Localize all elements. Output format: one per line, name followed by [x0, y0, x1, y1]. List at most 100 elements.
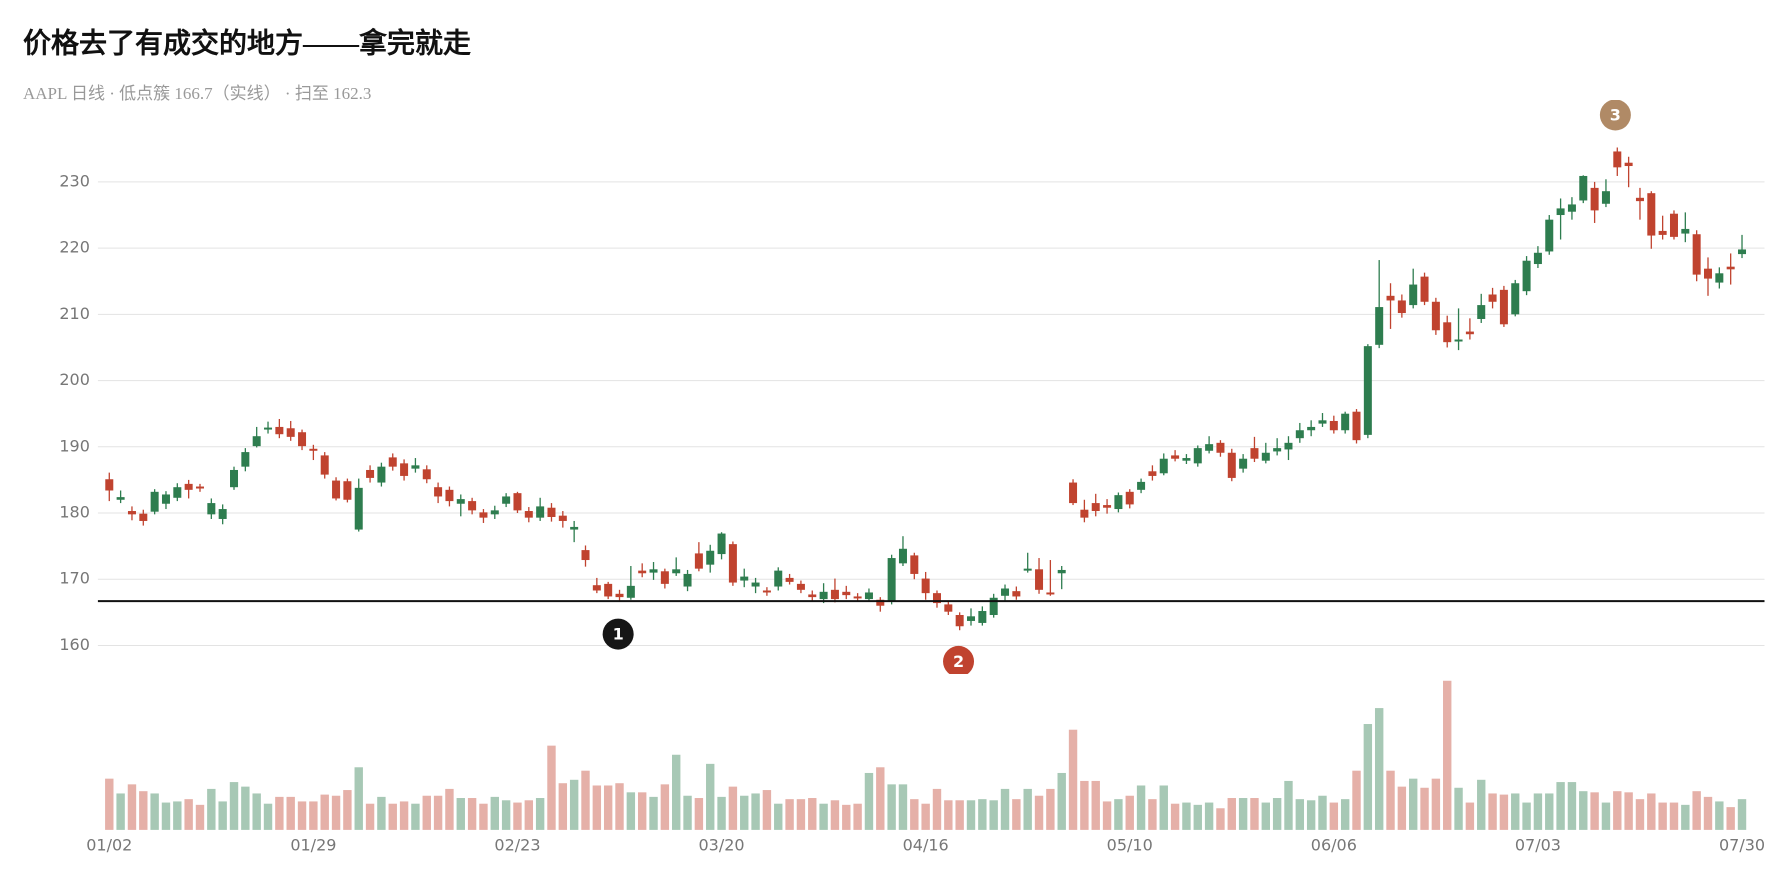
candle-body [524, 511, 533, 518]
candle-body [1205, 444, 1214, 451]
volume-bar [1454, 787, 1463, 830]
volume-bar [751, 793, 760, 830]
volume-bar [808, 798, 817, 830]
volume-bar [116, 793, 125, 830]
candle-body [264, 427, 273, 430]
volume-bar [1533, 793, 1543, 830]
candle-body [1171, 455, 1180, 459]
y-tick-label: 170 [59, 569, 90, 588]
candle-body [660, 571, 669, 584]
volume-bar [1204, 802, 1214, 830]
candle-body [944, 604, 953, 612]
volume-bar [433, 795, 443, 830]
x-tick-label: 02/23 [494, 835, 540, 854]
candle-body [1103, 505, 1112, 508]
candle-body [978, 611, 987, 623]
candle-body [842, 591, 851, 596]
volume-bar [581, 770, 590, 830]
candle-body [910, 555, 919, 574]
candle-body [207, 503, 216, 515]
candle-body [502, 496, 511, 504]
volume-bar [558, 783, 568, 830]
volume-bar [377, 796, 386, 830]
candle-body [1261, 452, 1270, 461]
volume-bar [1000, 788, 1010, 830]
candle-body [161, 494, 170, 504]
volume-bar [1613, 791, 1622, 830]
candle-body [105, 479, 114, 491]
x-tick-label: 07/03 [1515, 835, 1561, 854]
y-tick-label: 190 [59, 436, 90, 455]
candle-body [1511, 283, 1520, 315]
candle-body [218, 509, 227, 519]
volume-bar [1102, 801, 1112, 830]
volume-bar [944, 800, 953, 830]
volume-bar [1499, 794, 1509, 830]
candle-body [740, 576, 749, 581]
y-tick-label: 200 [59, 370, 90, 389]
candle-body [1624, 162, 1633, 167]
candle-body [876, 599, 885, 606]
marker-label: 1 [613, 625, 624, 644]
volume-bar [672, 754, 681, 830]
volume-bar [1397, 786, 1407, 830]
candle-body [1012, 591, 1021, 597]
volume-bar [694, 798, 704, 830]
volume-bar [864, 772, 874, 830]
candle-body [887, 558, 896, 602]
volume-bar [1465, 802, 1475, 830]
volume-bar [1420, 787, 1429, 830]
candle-body [751, 582, 760, 587]
candle-body [1182, 458, 1191, 461]
candle-body [694, 553, 703, 569]
candle-body [955, 614, 964, 627]
candle-body [1216, 442, 1225, 453]
volume-bar [740, 795, 749, 830]
volume-bar [263, 803, 273, 830]
candle-body [1250, 448, 1259, 459]
volume-bar [683, 795, 692, 830]
candle-body [127, 511, 136, 515]
candle-body [343, 481, 352, 500]
chart-subtitle: AAPL 日线 · 低点簇 166.7（实线） · 扫至 162.3 [23, 84, 371, 103]
volume-bar [1318, 795, 1327, 830]
volume-bar [1216, 808, 1225, 830]
candle-body [275, 426, 284, 435]
candle-body [479, 512, 488, 518]
candle-body [570, 526, 579, 530]
volume-bar [728, 786, 738, 830]
candle-body [377, 466, 386, 483]
volume-bar [1669, 802, 1679, 830]
volume-bar [1080, 780, 1089, 830]
volume-bar [955, 800, 964, 830]
volume-bar [1329, 802, 1339, 830]
candle-body [785, 577, 794, 582]
candle-body [706, 550, 715, 565]
candle-body [808, 594, 817, 598]
volume-bar [501, 800, 511, 830]
candle-body [932, 593, 941, 604]
candle-body [1386, 295, 1395, 301]
volume-bar [1148, 799, 1157, 830]
candle-body [1465, 331, 1474, 335]
volume-bar [467, 798, 477, 830]
volume-bar [229, 782, 239, 830]
volume-bar [1250, 798, 1259, 830]
candle-body [1726, 266, 1735, 270]
candle-body [1125, 491, 1134, 505]
volume-bar [1431, 778, 1441, 830]
candle-body [638, 570, 647, 574]
candle-body [547, 507, 556, 517]
volume-bar [898, 784, 908, 830]
volume-bar [830, 800, 840, 830]
volume-bar [921, 803, 930, 830]
volume-bar [1579, 791, 1588, 830]
volume-bar [399, 801, 409, 830]
candle-body [1522, 260, 1531, 292]
volume-bar [1692, 791, 1701, 830]
volume-bar [660, 784, 670, 830]
volume-bar [762, 790, 772, 830]
candle-body [1488, 294, 1497, 302]
volume-bar [1034, 795, 1044, 830]
